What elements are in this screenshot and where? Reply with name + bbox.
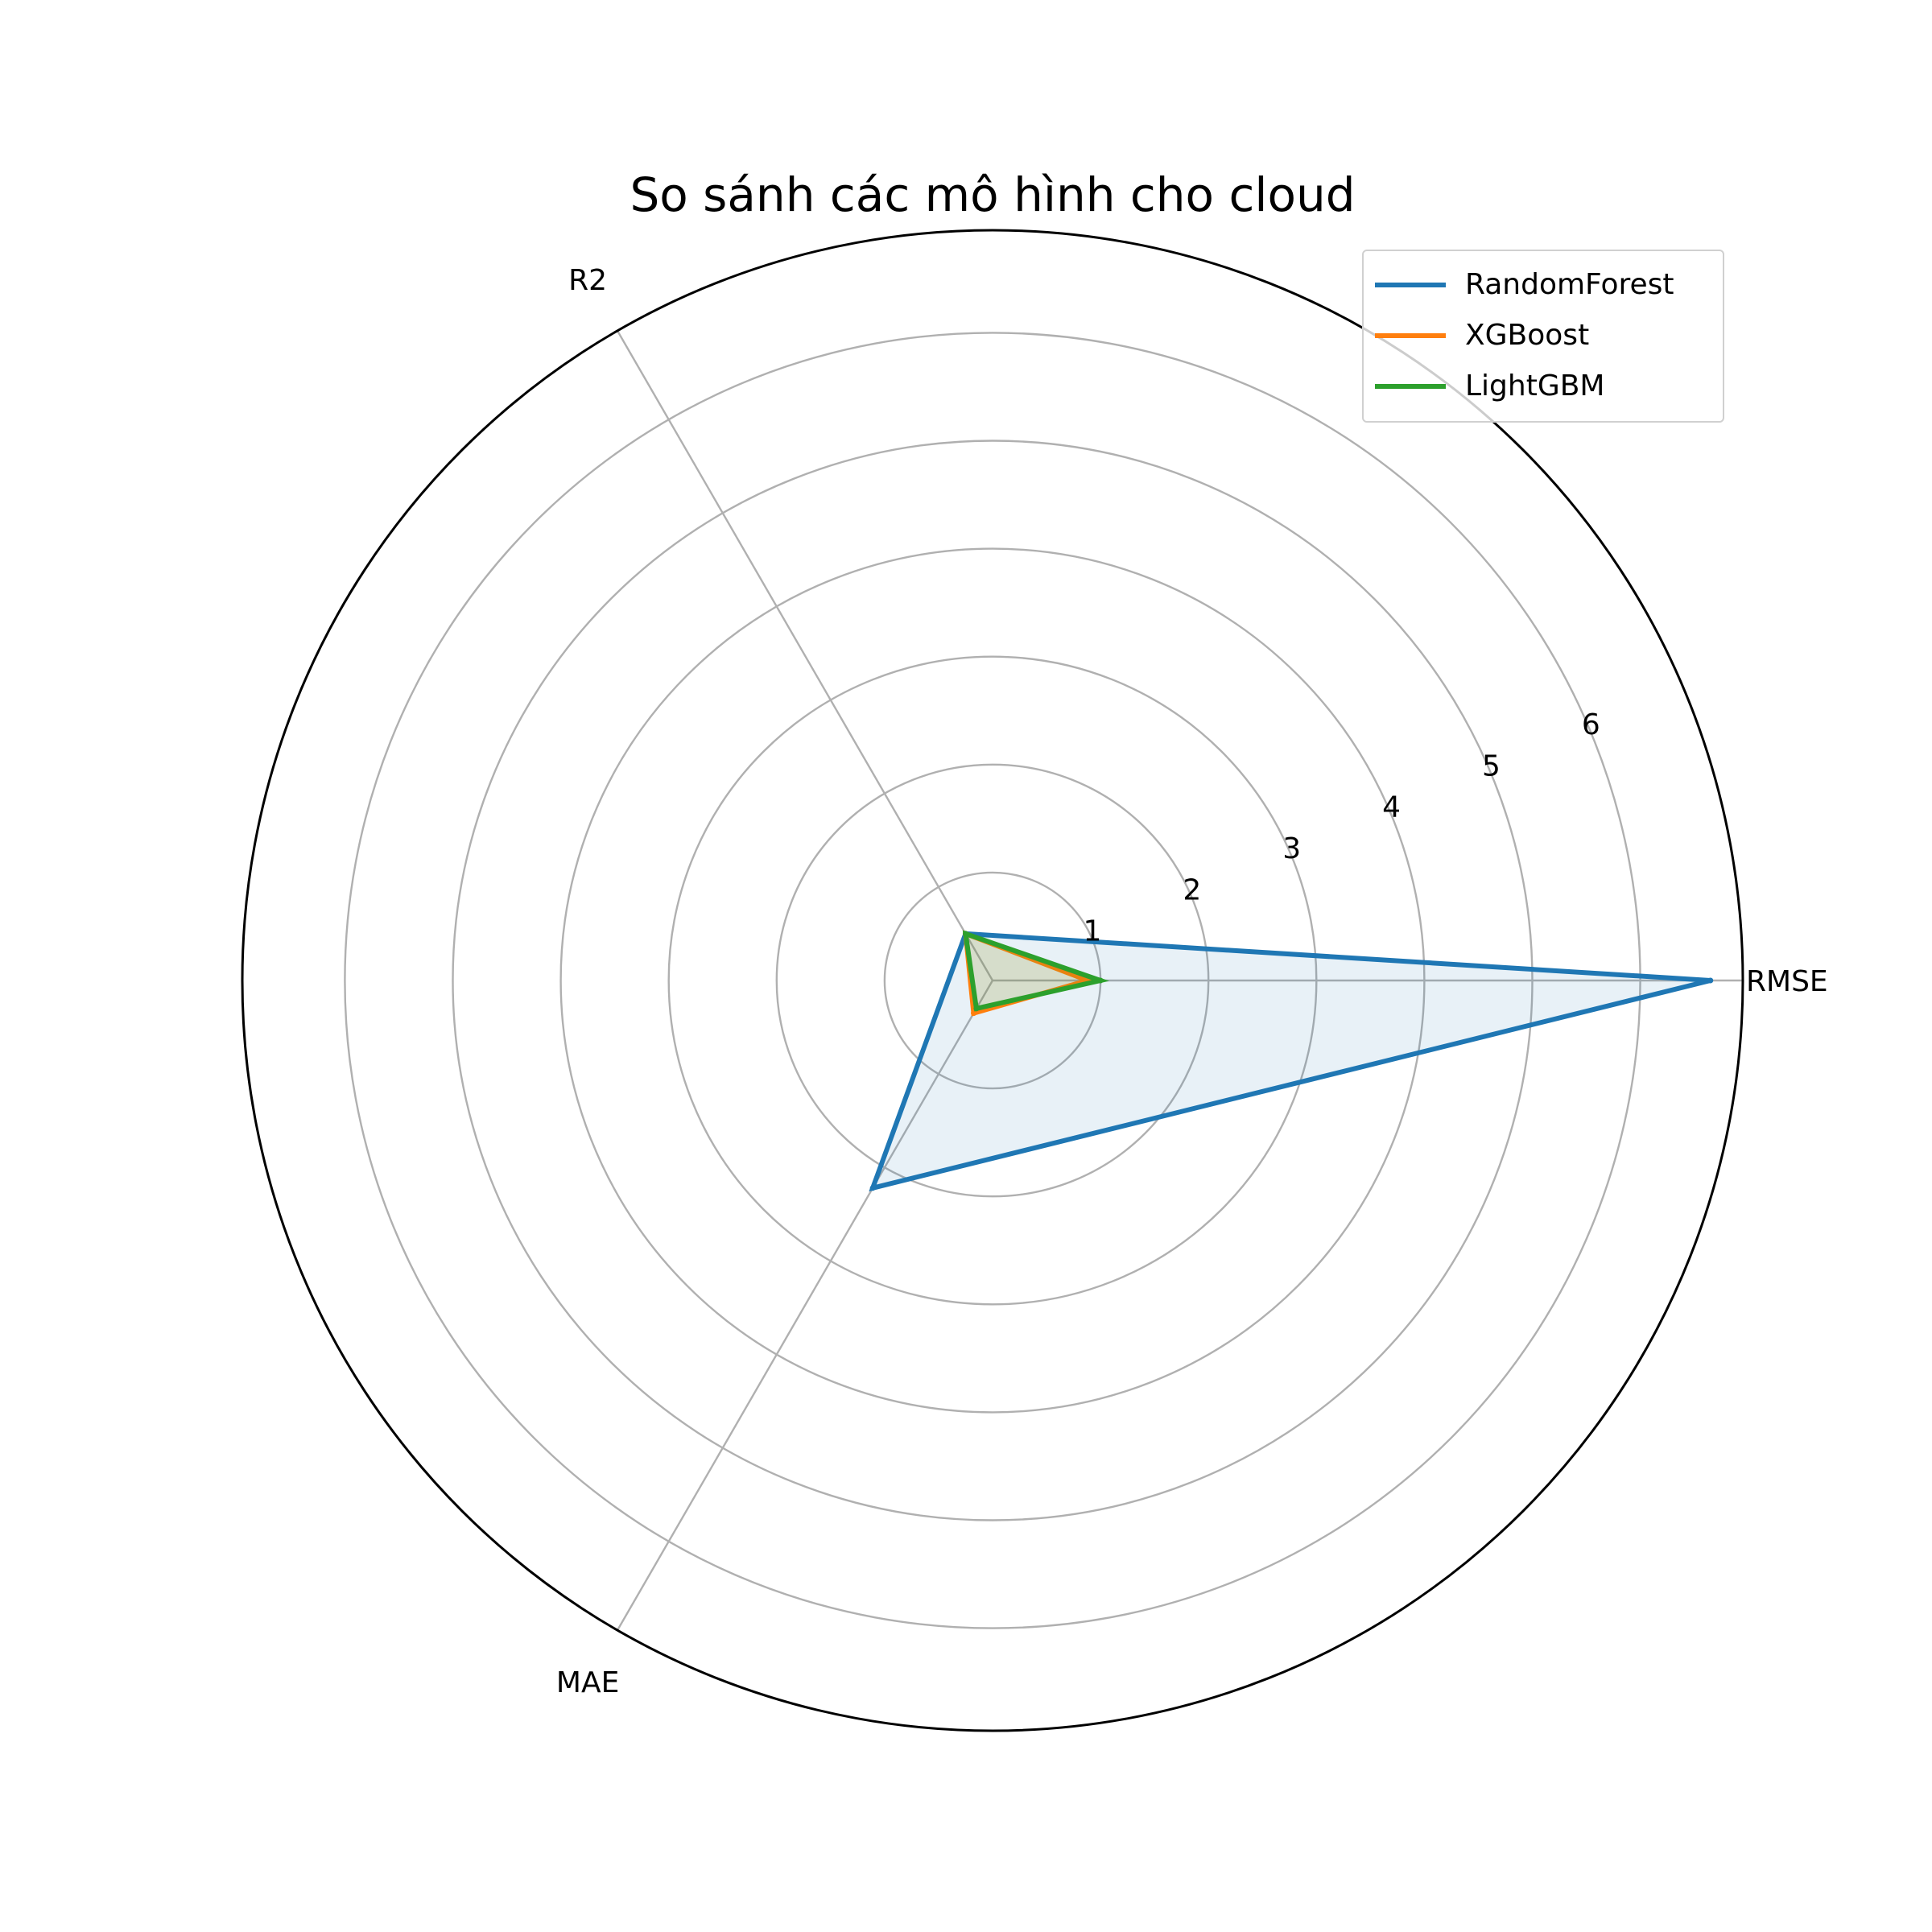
legend-label-lightgbm: LightGBM: [1465, 369, 1605, 402]
legend-swatch-xgboost: [1375, 332, 1446, 338]
legend-label-xgboost: XGBoost: [1465, 319, 1590, 352]
legend: RandomForest XGBoost LightGBM: [1362, 250, 1724, 423]
r-tick-label-6: 6: [1582, 708, 1600, 741]
series-point-randomforest-mae: [869, 1185, 876, 1191]
series-line-lightgbm: [962, 930, 1110, 1012]
axis-label-r2: R2: [568, 264, 607, 297]
series-fill-randomforest: [873, 933, 1711, 1188]
series-point-randomforest-rmse: [1707, 977, 1714, 984]
series-point-lightgbm-r2: [962, 931, 968, 937]
axis-label-rmse: RMSE: [1746, 965, 1828, 998]
r-tick-label-5: 5: [1482, 749, 1501, 782]
series-point-lightgbm-rmse: [1097, 977, 1104, 984]
r-tick-label-4: 4: [1382, 791, 1401, 824]
legend-item-lightgbm: LightGBM: [1364, 361, 1723, 411]
legend-swatch-lightgbm: [1375, 383, 1446, 389]
legend-label-randomforest: RandomForest: [1465, 268, 1674, 301]
radial-grid: [241, 229, 1744, 1732]
series-point-xgboost-mae: [971, 1010, 977, 1017]
series-line-randomforest: [869, 931, 1711, 1192]
axis-labels: 1 2 3 4 5 6 RMSE R2 MAE: [556, 264, 1828, 1699]
axis-label-mae: MAE: [556, 1666, 619, 1699]
r-tick-label-1: 1: [1083, 915, 1101, 948]
legend-item-xgboost: XGBoost: [1364, 310, 1723, 361]
series-point-lightgbm-mae: [973, 1005, 980, 1012]
chart-title: So sánh các mô hình cho cloud: [630, 167, 1355, 222]
r-tick-label-3: 3: [1282, 832, 1301, 865]
spoke-r2: [616, 330, 994, 981]
series-fill-lightgbm: [965, 933, 1101, 1009]
outer-frame: [241, 229, 1744, 1732]
r-tick-label-2: 2: [1183, 873, 1201, 906]
series-fill-xgboost: [965, 933, 1088, 1013]
spoke-mae: [616, 980, 994, 1631]
series-layer: [869, 930, 1714, 1192]
legend-item-randomforest: RandomForest: [1364, 259, 1723, 310]
legend-swatch-randomforest: [1375, 282, 1446, 287]
